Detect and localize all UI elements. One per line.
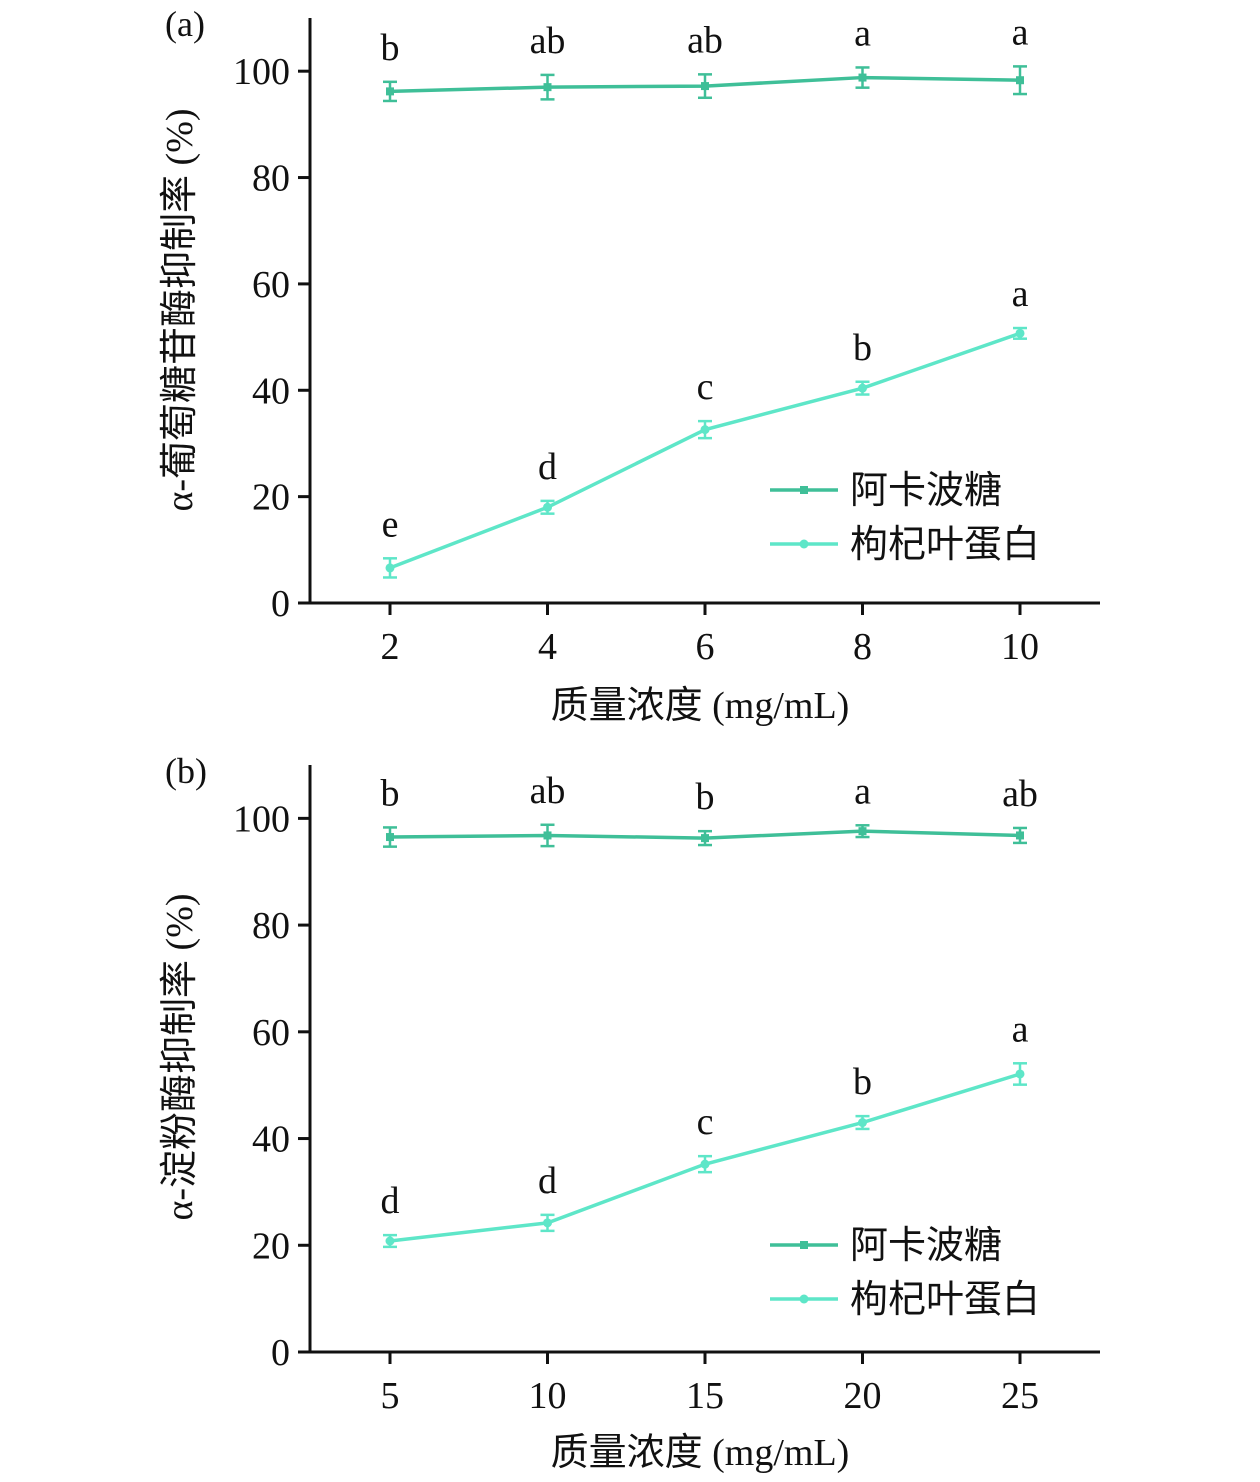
significance-label: e (382, 503, 399, 545)
y-tick-label: 60 (252, 1012, 290, 1054)
data-point (700, 425, 710, 435)
data-point (1015, 1069, 1025, 1079)
x-axis-label: 质量浓度 (mg/mL) (551, 1432, 850, 1474)
significance-label: b (853, 1061, 872, 1103)
x-tick-label: 4 (538, 626, 557, 668)
x-tick-label: 8 (853, 626, 872, 668)
x-tick-label: 10 (1001, 626, 1039, 668)
chart-panel-a: 0 20 40 60 80 100 2 4 6 8 10 质量浓度 (mg/mL) α-葡萄糖苷酶抑制率… (159, 4, 1100, 727)
significance-label: b (381, 27, 400, 69)
significance-label: d (381, 1180, 400, 1222)
x-tick-label: 25 (1001, 1375, 1039, 1417)
data-point (1016, 76, 1024, 85)
significance-label: b (696, 776, 715, 818)
legend-marker (800, 486, 808, 494)
x-tick-label: 6 (696, 626, 715, 668)
x-tick-label: 2 (381, 626, 400, 668)
y-tick-label: 60 (252, 264, 290, 306)
y-tick-label: 20 (252, 477, 290, 519)
data-point (858, 1118, 867, 1128)
y-tick-label: 100 (233, 51, 290, 93)
y-tick-label: 80 (252, 158, 290, 200)
data-point (701, 82, 709, 91)
panel-label: (a) (165, 4, 205, 44)
legend-marker (799, 539, 809, 549)
significance-label: a (854, 12, 871, 54)
data-point (543, 831, 552, 840)
x-tick-label: 15 (686, 1375, 724, 1417)
significance-label: c (697, 366, 714, 408)
y-axis-label: α-葡萄糖苷酶抑制率 (%) (159, 108, 201, 511)
data-point (386, 87, 394, 96)
data-point (386, 833, 394, 842)
data-point (1016, 831, 1024, 840)
significance-label: ab (530, 770, 566, 812)
y-axis-label: α-淀粉酶抑制率 (%) (159, 893, 201, 1220)
significance-label: ab (530, 20, 566, 62)
data-point (858, 73, 867, 82)
data-point (543, 1218, 552, 1228)
y-tick-label: 20 (252, 1225, 290, 1267)
data-point (858, 383, 867, 393)
chart-panel-b: 0 20 40 60 80 100 5 10 15 20 25 质量浓度 (mg/mL) α-淀粉酶抑制… (159, 751, 1100, 1474)
legend-label: 枸杞叶蛋白 (850, 524, 1040, 566)
legend-label: 阿卡波糖 (850, 470, 1002, 512)
significance-label: b (853, 327, 872, 369)
x-tick-label: 20 (844, 1375, 882, 1417)
y-tick-label: 0 (271, 1332, 290, 1374)
series-protein: d d c b a (381, 1008, 1029, 1249)
legend-label: 阿卡波糖 (850, 1225, 1002, 1267)
significance-label: a (1012, 11, 1029, 53)
significance-label: a (1012, 1008, 1029, 1050)
legend-label: 枸杞叶蛋白 (850, 1279, 1040, 1321)
x-tick-label: 10 (529, 1375, 567, 1417)
significance-label: b (381, 772, 400, 814)
significance-label: c (697, 1101, 714, 1143)
series-acarbose: b ab ab a a (381, 11, 1029, 103)
data-point (385, 1236, 395, 1246)
significance-label: ab (1002, 773, 1038, 815)
data-point (385, 563, 395, 573)
series-acarbose: b ab b a ab (381, 770, 1038, 848)
data-point (543, 83, 552, 92)
y-tick-label: 100 (233, 798, 290, 840)
y-tick-label: 40 (252, 1119, 290, 1161)
legend-marker (800, 1241, 808, 1249)
significance-label: a (854, 770, 871, 812)
panel-label: (b) (165, 751, 207, 791)
y-tick-label: 40 (252, 370, 290, 412)
data-point (701, 834, 709, 843)
data-point (543, 502, 552, 512)
legend-marker (799, 1294, 809, 1304)
data-point (700, 1159, 710, 1169)
significance-label: ab (687, 19, 723, 61)
y-tick-label: 0 (271, 583, 290, 625)
y-tick-label: 80 (252, 905, 290, 947)
significance-label: d (538, 1160, 557, 1202)
x-axis-label: 质量浓度 (mg/mL) (551, 685, 850, 727)
significance-label: a (1012, 273, 1029, 315)
series-protein: e d c b a (382, 273, 1029, 579)
data-point (1015, 328, 1025, 338)
data-point (858, 827, 867, 836)
x-tick-label: 5 (381, 1375, 400, 1417)
significance-label: d (538, 446, 557, 488)
